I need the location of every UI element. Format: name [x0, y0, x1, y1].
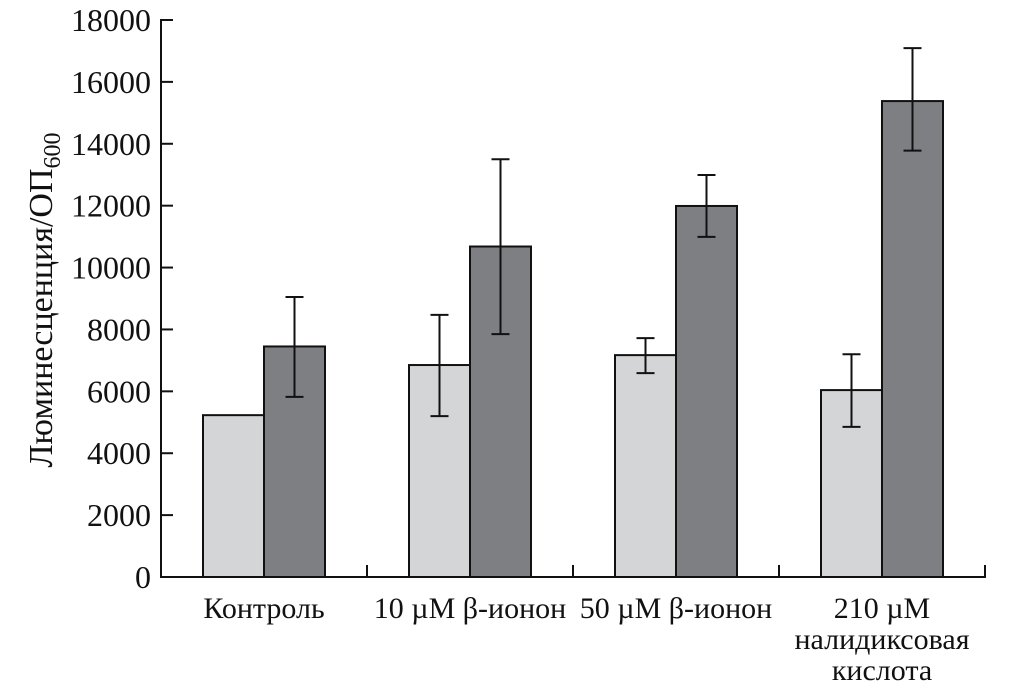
bar-series-light [202, 414, 265, 578]
bar-series-dark [881, 100, 944, 579]
y-tick-label: 4000 [87, 435, 151, 471]
y-axis-label: Люминесценция/ОП600 [23, 132, 66, 467]
y-tick-label: 18000 [71, 2, 151, 38]
x-category-label: 10 µM β-ионон [374, 592, 566, 625]
x-category-label: Контроль [203, 592, 324, 625]
y-tick-label: 10000 [71, 250, 151, 286]
x-category-label: кислота [832, 654, 932, 687]
y-tick-label: 6000 [87, 373, 151, 409]
bar-series-light [614, 354, 677, 578]
y-tick-label: 16000 [71, 64, 151, 100]
y-tick-label: 12000 [71, 188, 151, 224]
x-category-label: налидиксовая [794, 623, 969, 656]
bar-series-dark [675, 204, 738, 578]
y-tick-label: 0 [135, 559, 151, 595]
y-tick-label: 14000 [71, 126, 151, 162]
x-category-label: 50 µM β-ионон [580, 592, 772, 625]
y-tick-label: 8000 [87, 311, 151, 347]
y-tick-label: 2000 [87, 497, 151, 533]
x-category-label: 210 µM [834, 592, 930, 625]
